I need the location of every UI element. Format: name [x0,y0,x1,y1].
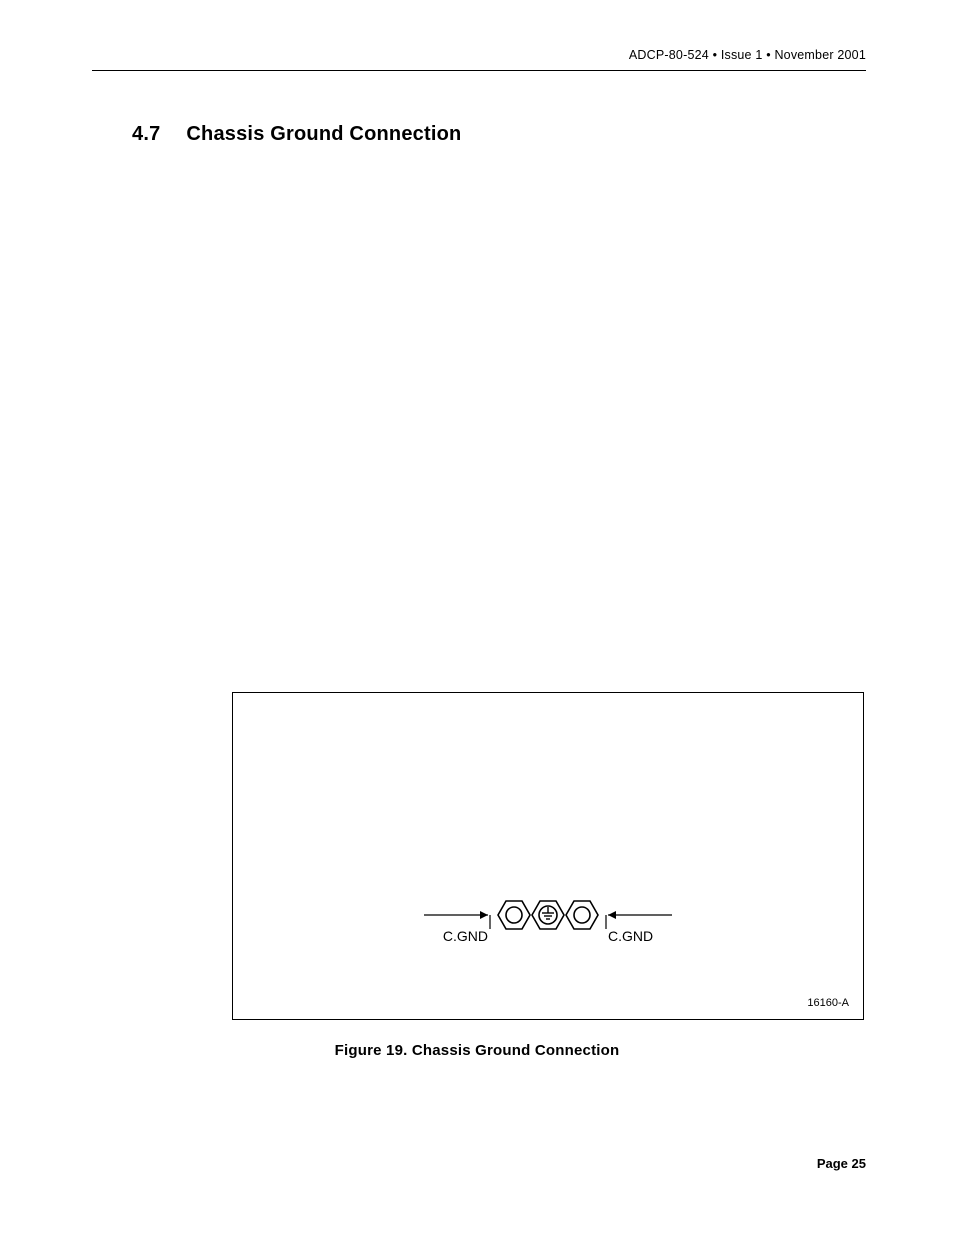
section-title: Chassis Ground Connection [186,123,461,146]
diagram-label-right: C.GND [608,928,653,944]
page-header: ADCP-80-524 • Issue 1 • November 2001 [92,48,866,71]
document-page: ADCP-80-524 • Issue 1 • November 2001 4.… [0,0,954,1235]
chassis-ground-diagram: C.GND C.GND [233,899,863,959]
section-heading: 4.7 Chassis Ground Connection [92,123,866,146]
figure-caption: Figure 19. Chassis Ground Connection [0,1042,954,1059]
section-number: 4.7 [132,123,160,146]
figure-drawing-id: 16160-A [807,997,849,1009]
diagram-label-left: C.GND [443,928,488,944]
page-number: Page 25 [817,1156,866,1171]
figure-frame: C.GND C.GND 16160-A [232,692,864,1020]
doc-reference: ADCP-80-524 • Issue 1 • November 2001 [629,48,866,62]
